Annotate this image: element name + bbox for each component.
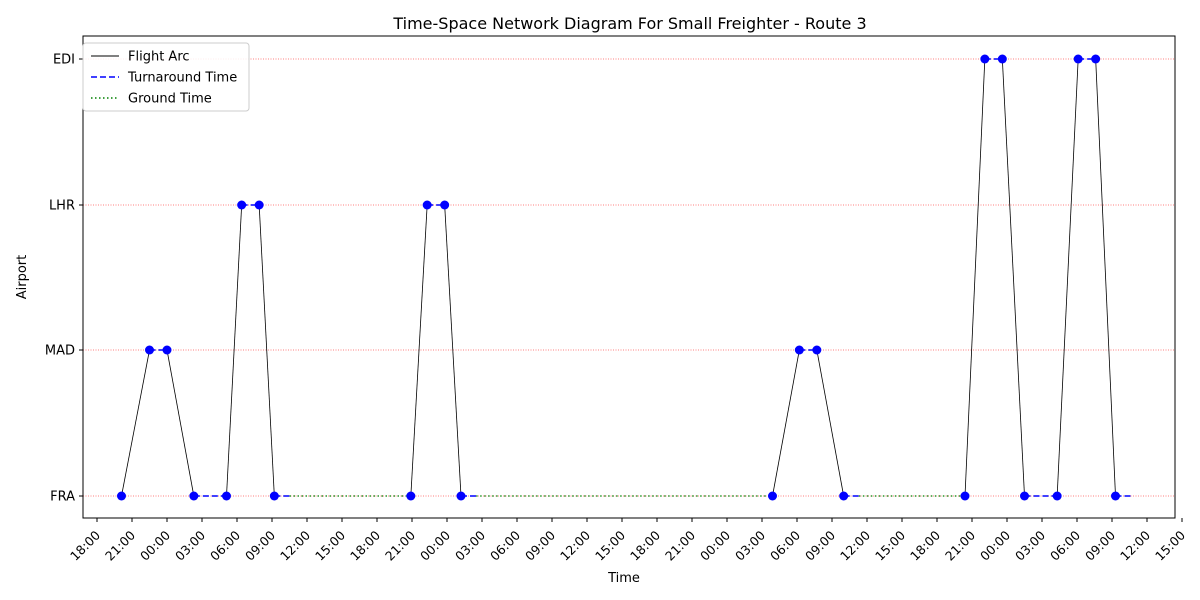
y-tick-label-edi: EDI <box>53 53 75 68</box>
flight-arc-4 <box>258 204 275 497</box>
departure-point-3 <box>222 491 231 501</box>
x-tick-label: 09:00 <box>1082 527 1118 563</box>
x-tick-label: 12:00 <box>1117 527 1153 563</box>
x-tick-label: 03:00 <box>172 527 208 563</box>
chart-title: Time-Space Network Diagram For Small Fre… <box>392 14 866 33</box>
arrival-point-2 <box>189 491 199 501</box>
x-tick-label: 21:00 <box>102 527 138 563</box>
departure-point-5 <box>406 491 416 501</box>
arrival-point-3 <box>237 200 247 210</box>
y-tick-label-mad: MAD <box>45 344 75 359</box>
x-tick-label: 00:00 <box>697 527 733 563</box>
x-tick-label: 21:00 <box>382 527 418 563</box>
x-tick-label: 15:00 <box>312 527 348 563</box>
arrival-point-1 <box>145 345 154 355</box>
legend-label-flight-arc: Flight Arc <box>128 50 190 65</box>
departure-point-8 <box>812 345 822 355</box>
arrival-point-10 <box>1020 491 1029 501</box>
arrival-point-6 <box>456 491 466 501</box>
departure-point-1 <box>117 491 126 501</box>
departure-point-9 <box>960 491 970 501</box>
x-tick-label: 06:00 <box>207 527 243 563</box>
y-ticks: FRA MAD LHR EDI <box>45 53 83 505</box>
x-tick-label: 03:00 <box>732 527 768 563</box>
legend-label-ground: Ground Time <box>128 92 212 107</box>
flight-arc-10 <box>1001 58 1025 497</box>
flight-arc-9 <box>964 58 986 497</box>
arrival-point-5 <box>422 200 432 210</box>
x-tick-label: 18:00 <box>627 527 663 563</box>
arrival-point-11 <box>1073 54 1083 64</box>
flight-arc-8 <box>816 349 845 497</box>
x-ticks: 18:0021:0000:0003:0006:0009:0012:0015:00… <box>67 518 1188 564</box>
x-tick-label: 03:00 <box>1012 527 1048 563</box>
departure-point-10 <box>997 54 1007 64</box>
flight-arc-5 <box>410 204 428 497</box>
x-tick-label: 09:00 <box>242 527 278 563</box>
flight-arc-6 <box>444 204 462 497</box>
x-tick-label: 21:00 <box>942 527 978 563</box>
x-tick-label: 18:00 <box>907 527 943 563</box>
x-tick-label: 06:00 <box>1047 527 1083 563</box>
arrival-point-12 <box>1111 491 1120 501</box>
x-tick-label: 12:00 <box>277 527 313 563</box>
grid-lines <box>83 58 1175 497</box>
departure-point-12 <box>1091 54 1101 64</box>
x-tick-label: 00:00 <box>977 527 1013 563</box>
plot-frame <box>82 35 1176 519</box>
flight-arc-1 <box>121 349 150 497</box>
flight-arc-3 <box>226 204 243 497</box>
flight-arcs <box>121 58 1116 497</box>
legend: Flight Arc Turnaround Time Ground Time <box>82 42 250 112</box>
legend-box <box>82 42 250 112</box>
x-tick-label: 00:00 <box>417 527 453 563</box>
x-tick-label: 03:00 <box>452 527 488 563</box>
x-tick-label: 12:00 <box>557 527 593 563</box>
departure-point-6 <box>440 200 450 210</box>
x-tick-label: 15:00 <box>1152 527 1188 563</box>
departure-point-2 <box>162 345 172 355</box>
x-axis-label: Time <box>607 571 640 586</box>
y-axis-label: Airport <box>15 255 30 300</box>
legend-label-turnaround: Turnaround Time <box>127 71 237 86</box>
y-tick-label-lhr: LHR <box>49 199 75 214</box>
x-tick-label: 15:00 <box>592 527 628 563</box>
x-tick-label: 09:00 <box>522 527 558 563</box>
arrival-point-9 <box>980 54 990 64</box>
x-tick-label: 18:00 <box>347 527 383 563</box>
x-tick-label: 15:00 <box>872 527 908 563</box>
arrival-point-8 <box>839 491 849 501</box>
x-tick-label: 09:00 <box>802 527 838 563</box>
x-tick-label: 00:00 <box>137 527 173 563</box>
turnaround-lines <box>149 58 1131 497</box>
x-tick-label: 18:00 <box>67 527 103 563</box>
y-tick-label-fra: FRA <box>50 490 75 505</box>
x-tick-label: 12:00 <box>837 527 873 563</box>
flight-arc-11 <box>1056 58 1079 497</box>
flight-arc-2 <box>166 349 195 497</box>
x-tick-label: 06:00 <box>767 527 803 563</box>
arrival-point-4 <box>269 491 279 501</box>
departure-point-4 <box>254 200 264 210</box>
flight-arc-12 <box>1095 58 1116 497</box>
event-points <box>117 54 1120 501</box>
x-tick-label: 06:00 <box>487 527 523 563</box>
flight-arc-7 <box>772 349 800 497</box>
arrival-point-7 <box>794 345 804 355</box>
departure-point-7 <box>768 491 777 501</box>
x-tick-label: 21:00 <box>662 527 698 563</box>
departure-point-11 <box>1052 491 1062 501</box>
